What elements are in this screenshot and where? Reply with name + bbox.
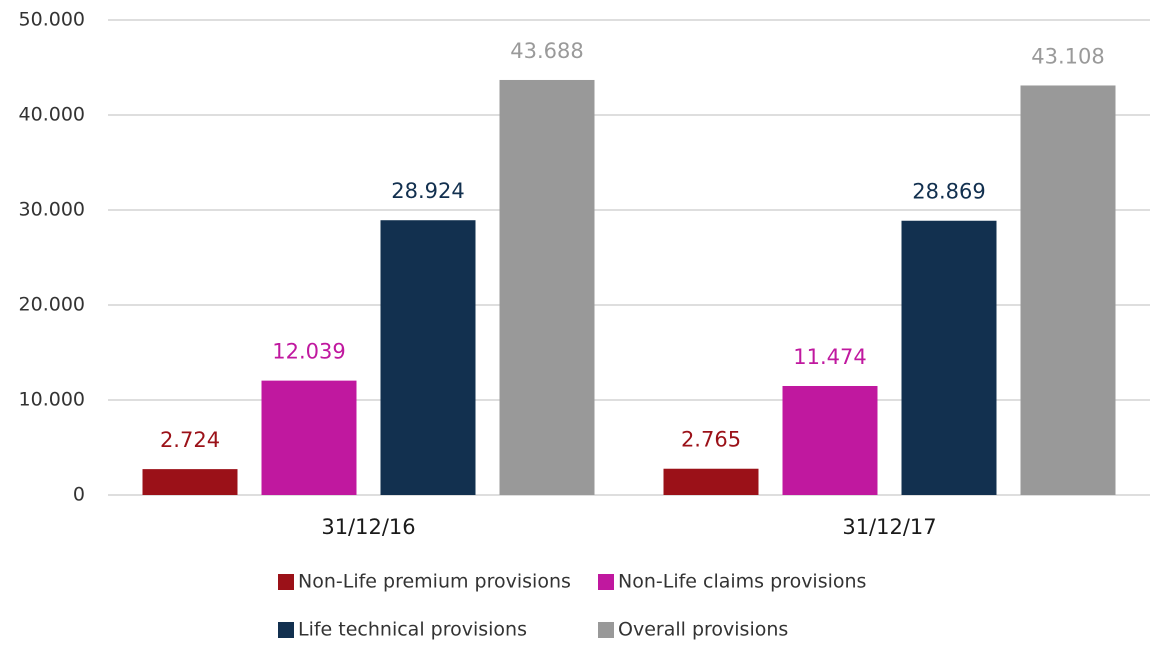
y-tick-label: 40.000: [19, 104, 85, 126]
value-label: 2.724: [160, 428, 220, 452]
legend-label: Non-Life premium provisions: [298, 571, 571, 593]
value-label: 11.474: [793, 345, 866, 369]
x-tick-label: 31/12/16: [321, 515, 415, 539]
y-tick-label: 0: [73, 484, 85, 506]
bar: [261, 380, 357, 495]
bar: [782, 385, 878, 495]
legend-label: Life technical provisions: [298, 619, 527, 641]
bar: [901, 220, 997, 495]
bar: [142, 469, 238, 495]
bar: [1020, 85, 1116, 495]
legend-label: Non-Life claims provisions: [618, 571, 866, 593]
value-label: 2.765: [681, 428, 741, 452]
legend-swatch: [278, 574, 294, 590]
value-label: 12.039: [272, 340, 345, 364]
value-label: 28.869: [912, 180, 985, 204]
legend-label: Overall provisions: [618, 619, 788, 641]
x-tick-label: 31/12/17: [842, 515, 936, 539]
legend-swatch: [598, 574, 614, 590]
y-tick-label: 30.000: [19, 199, 85, 221]
bar: [499, 79, 595, 496]
value-label: 28.924: [391, 179, 464, 203]
y-tick-label: 20.000: [19, 294, 85, 316]
bar: [380, 220, 476, 496]
y-tick-label: 50.000: [19, 9, 85, 31]
legend-swatch: [598, 622, 614, 638]
y-tick-label: 10.000: [19, 389, 85, 411]
bar: [663, 468, 759, 495]
legend-swatch: [278, 622, 294, 638]
value-label: 43.688: [510, 39, 583, 63]
value-label: 43.108: [1031, 44, 1104, 68]
